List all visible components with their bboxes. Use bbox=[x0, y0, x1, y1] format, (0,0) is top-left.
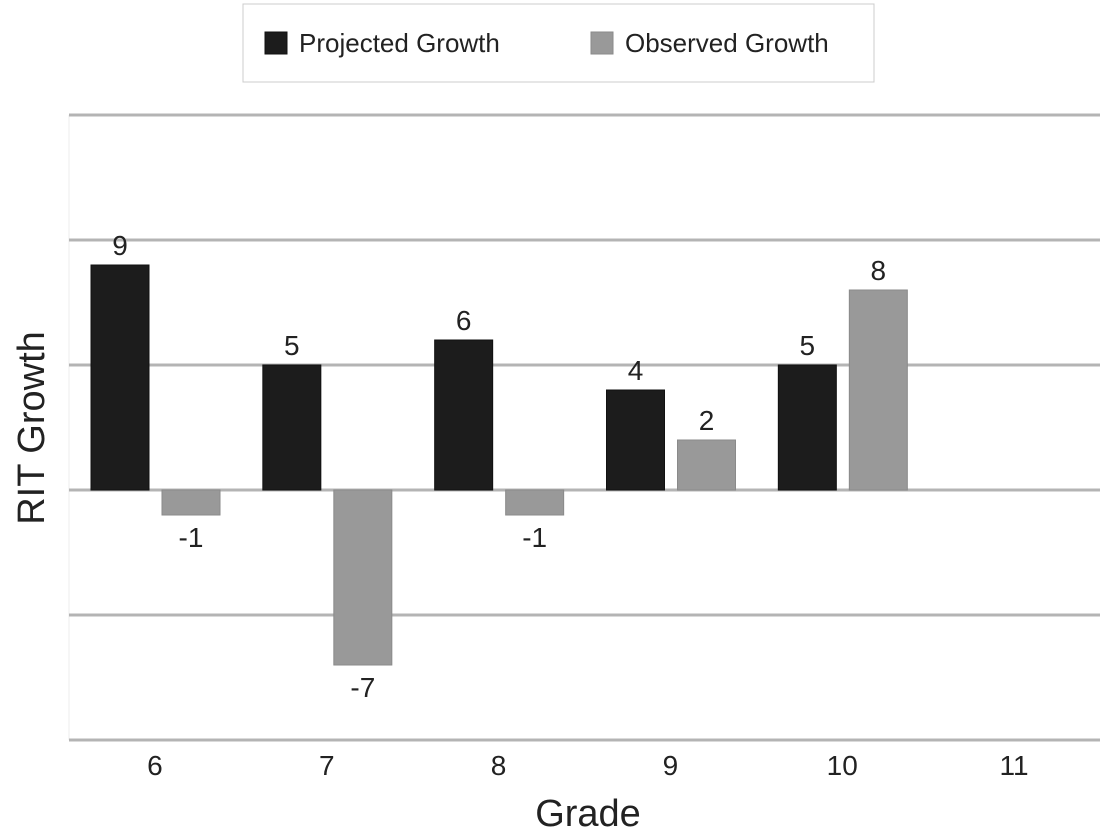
bar-projected-grade-6 bbox=[90, 264, 150, 491]
data-label: 9 bbox=[112, 230, 128, 261]
data-label: 6 bbox=[456, 305, 472, 336]
plot-area: 9 -1 5 -7 6 -1 4 2 5 8 6 7 8 9 10 11 bbox=[68, 113, 1100, 781]
bar-observed-grade-9 bbox=[677, 439, 736, 491]
data-label: -7 bbox=[350, 672, 375, 703]
data-label: 4 bbox=[628, 355, 644, 386]
legend-label-observed: Observed Growth bbox=[625, 28, 829, 58]
bar-observed-grade-8 bbox=[505, 489, 565, 516]
bar-projected-grade-8 bbox=[434, 339, 494, 491]
x-tick-labels: 6 7 8 9 10 11 bbox=[147, 750, 1028, 781]
x-tick-label: 10 bbox=[827, 750, 858, 781]
bar-observed-grade-10 bbox=[848, 289, 908, 491]
x-tick-label: 8 bbox=[491, 750, 507, 781]
data-label: 5 bbox=[284, 330, 300, 361]
data-label: 2 bbox=[699, 405, 715, 436]
data-label: 5 bbox=[800, 330, 816, 361]
legend-label-projected: Projected Growth bbox=[299, 28, 500, 58]
legend-swatch-projected bbox=[264, 31, 288, 55]
x-tick-label: 7 bbox=[319, 750, 335, 781]
bar-observed-grade-7 bbox=[333, 489, 393, 666]
legend-swatch-observed bbox=[590, 31, 614, 55]
bar-projected-grade-9 bbox=[606, 389, 665, 491]
gridlines bbox=[69, 113, 1100, 742]
x-tick-label: 9 bbox=[663, 750, 679, 781]
data-labels: 9 -1 5 -7 6 -1 4 2 5 8 bbox=[112, 230, 886, 703]
bar-observed-grade-6 bbox=[161, 489, 221, 516]
y-axis-title: RIT Growth bbox=[11, 331, 53, 525]
data-label: 8 bbox=[871, 255, 887, 286]
x-tick-label: 6 bbox=[147, 750, 163, 781]
x-axis-title: Grade bbox=[535, 793, 641, 828]
bar-projected-grade-7 bbox=[262, 364, 322, 491]
legend: Projected Growth Observed Growth bbox=[242, 3, 875, 83]
data-label: -1 bbox=[179, 522, 204, 553]
data-label: -1 bbox=[522, 522, 547, 553]
x-tick-label: 11 bbox=[1000, 750, 1029, 781]
bar-projected-grade-10 bbox=[777, 364, 837, 491]
bars bbox=[90, 264, 908, 666]
legend-box bbox=[242, 3, 875, 83]
